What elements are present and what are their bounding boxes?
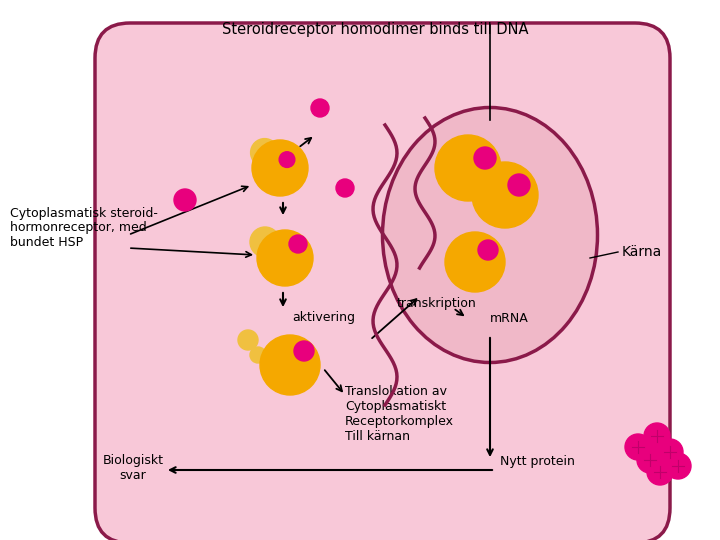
Circle shape <box>665 453 691 479</box>
Circle shape <box>250 227 280 257</box>
Circle shape <box>251 139 279 167</box>
Circle shape <box>289 235 307 253</box>
Circle shape <box>637 447 663 473</box>
Circle shape <box>174 189 196 211</box>
Text: Steroidreceptor homodimer binds till DNA: Steroidreceptor homodimer binds till DNA <box>222 22 528 37</box>
Circle shape <box>478 240 498 260</box>
Circle shape <box>644 423 670 449</box>
Circle shape <box>435 135 501 201</box>
Text: mRNA: mRNA <box>490 312 528 325</box>
Circle shape <box>336 179 354 197</box>
Circle shape <box>474 147 496 169</box>
Text: transkription: transkription <box>397 296 477 309</box>
Circle shape <box>472 162 538 228</box>
Text: Kärna: Kärna <box>622 245 662 259</box>
Circle shape <box>250 347 266 363</box>
Circle shape <box>252 140 308 196</box>
Circle shape <box>311 99 329 117</box>
Ellipse shape <box>382 107 598 362</box>
Circle shape <box>279 152 295 167</box>
Text: Nytt protein: Nytt protein <box>500 456 575 469</box>
FancyBboxPatch shape <box>95 23 670 540</box>
Circle shape <box>294 341 314 361</box>
Circle shape <box>238 330 258 350</box>
Text: Biologiskt
svar: Biologiskt svar <box>102 454 163 482</box>
Circle shape <box>657 439 683 465</box>
Circle shape <box>257 230 313 286</box>
Text: aktivering: aktivering <box>292 312 355 325</box>
Circle shape <box>647 459 673 485</box>
Text: Cytoplasmatisk steroid-
hormonreceptor, med
bundet HSP: Cytoplasmatisk steroid- hormonreceptor, … <box>10 206 158 249</box>
Text: Translokation av
Cytoplasmatiskt
Receptorkomplex
Till kärnan: Translokation av Cytoplasmatiskt Recepto… <box>345 385 454 443</box>
Circle shape <box>625 434 651 460</box>
Circle shape <box>445 232 505 292</box>
Circle shape <box>508 174 530 196</box>
Circle shape <box>260 335 320 395</box>
